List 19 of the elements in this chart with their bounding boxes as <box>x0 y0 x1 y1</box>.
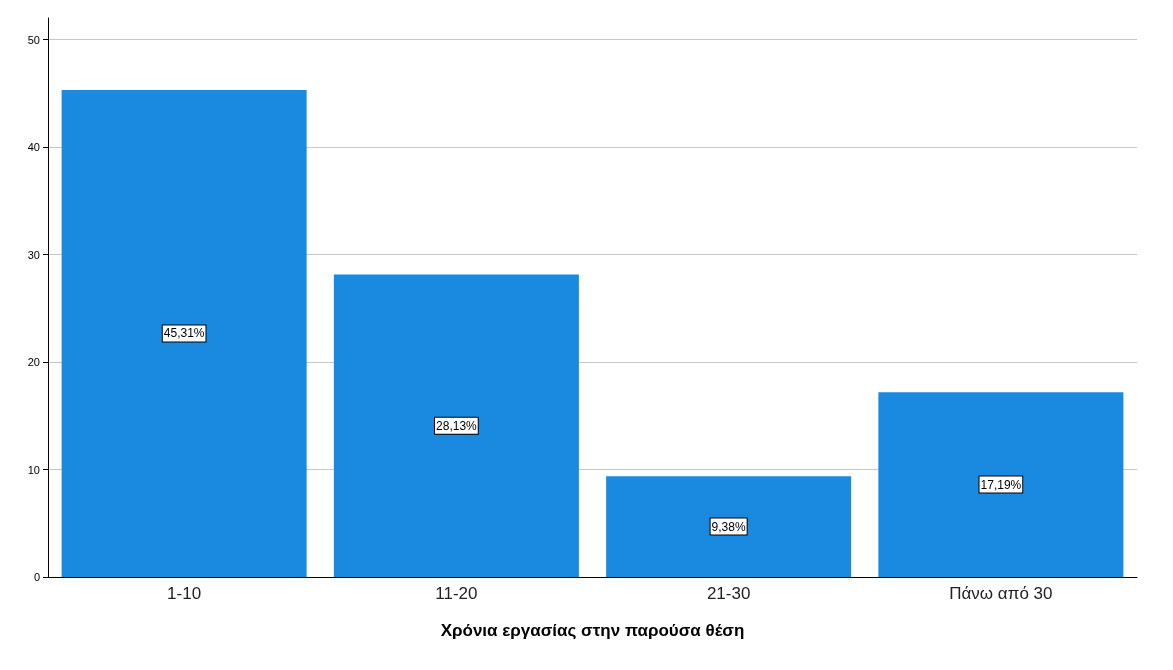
y-tick-label: 0 <box>33 571 40 583</box>
data-label: 28,13% <box>436 418 478 433</box>
y-tick-label: 40 <box>27 141 40 153</box>
x-tick-label: Πάνω από 30 <box>949 584 1053 603</box>
x-tick-label: 21-30 <box>706 584 751 603</box>
bar <box>606 476 852 577</box>
x-axis-title: Χρόνια εργασίας στην παρούσα θέση <box>440 621 745 640</box>
data-label: 17,19% <box>980 477 1022 492</box>
x-tick-label: 1-10 <box>167 584 202 603</box>
data-label: 9,38% <box>711 519 746 534</box>
y-tick-label: 50 <box>27 33 40 46</box>
data-label: 45,31% <box>163 326 205 341</box>
y-tick-label: 10 <box>27 463 40 476</box>
bar <box>878 392 1124 577</box>
bar <box>333 274 579 577</box>
y-tick-label: 30 <box>27 248 40 261</box>
bar <box>61 89 307 577</box>
x-tick-label: 11-20 <box>435 584 478 603</box>
y-tick-label: 20 <box>27 356 40 368</box>
